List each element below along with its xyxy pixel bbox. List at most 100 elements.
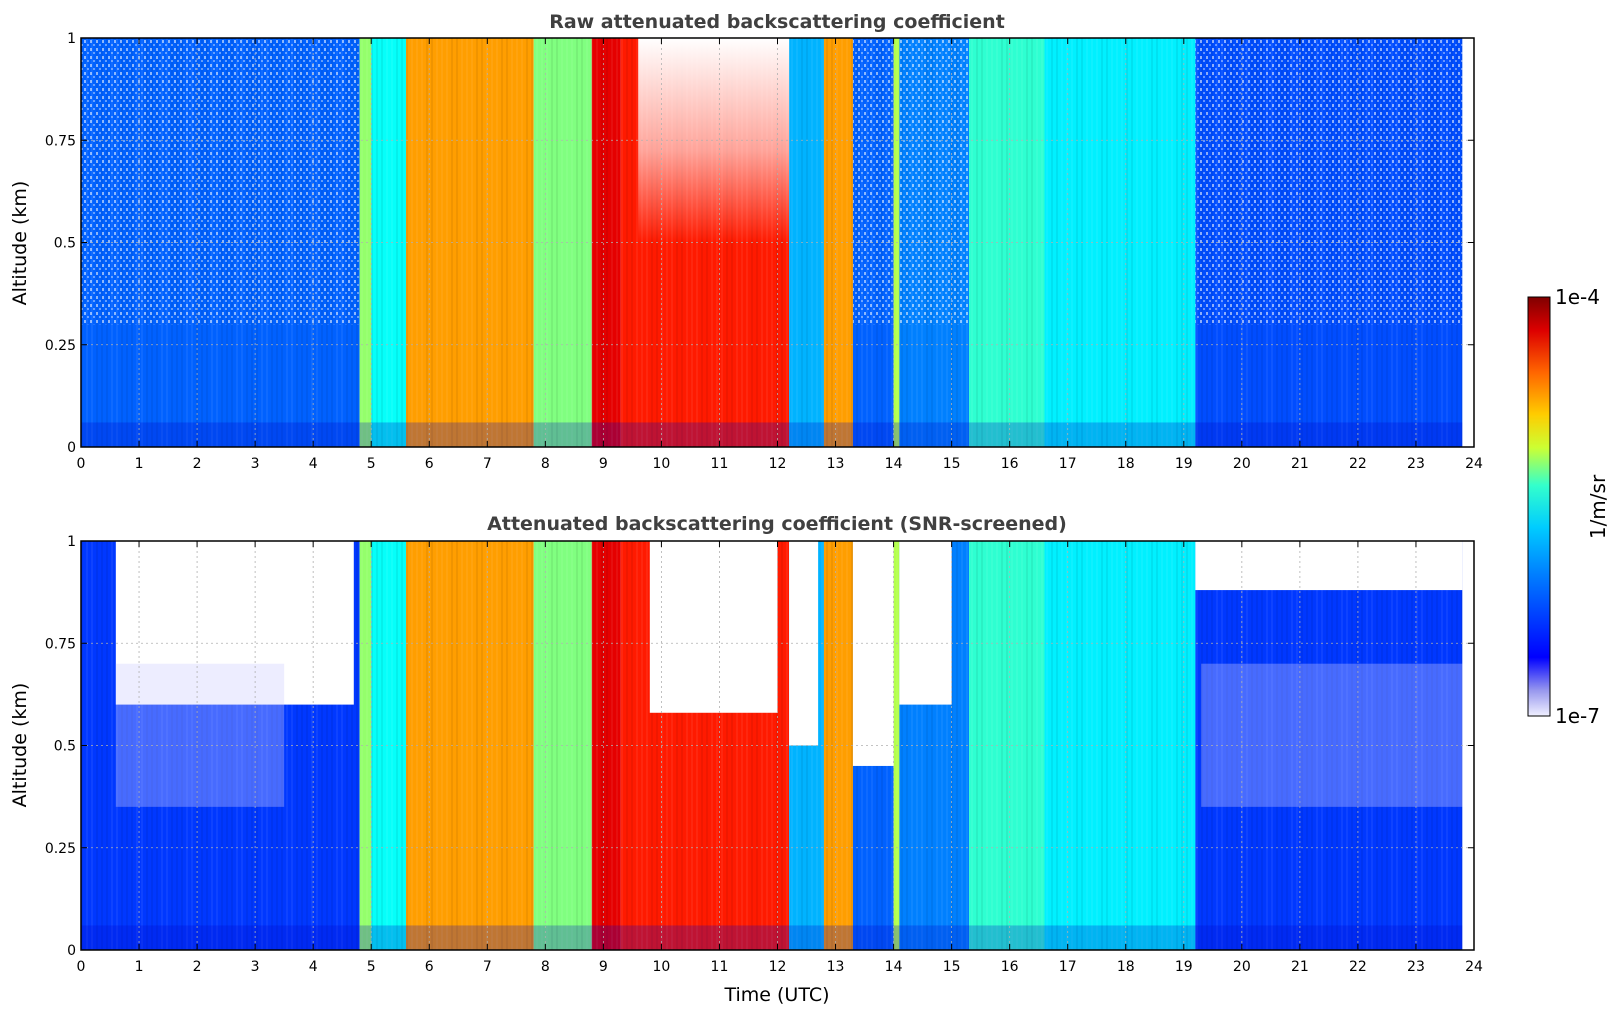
x-tick-label: 0 bbox=[77, 959, 86, 975]
x-tick-label: 15 bbox=[943, 959, 961, 975]
x-tick-label: 18 bbox=[1117, 456, 1135, 472]
y-tick-label: 1 bbox=[67, 534, 76, 550]
noise-region-0 bbox=[81, 38, 360, 325]
x-tick-label: 20 bbox=[1233, 456, 1251, 472]
y-tick-label: 0.25 bbox=[45, 841, 76, 857]
x-tick-label: 22 bbox=[1349, 959, 1367, 975]
heatmap-band-screened-1 bbox=[359, 541, 372, 950]
heatmap-band-screened-8 bbox=[823, 541, 853, 950]
x-tick-label: 22 bbox=[1349, 456, 1367, 472]
screened-region-2 bbox=[789, 541, 819, 746]
ticks-screened: 0 1 2 3 4 5 6 7 8 9 10 11 12 13 14 15 16 17 18 19 20 21 22 23 24… bbox=[45, 534, 1483, 975]
x-tick-label: 21 bbox=[1291, 959, 1309, 975]
x-axis-label: Time (UTC) bbox=[723, 984, 829, 1006]
x-tick-label: 10 bbox=[653, 959, 671, 975]
surface-layer-raw bbox=[81, 422, 1463, 447]
x-tick-label: 11 bbox=[711, 456, 729, 472]
screened-region-0 bbox=[115, 541, 354, 705]
grid-raw bbox=[81, 38, 1474, 447]
noise-region-3 bbox=[1195, 38, 1463, 325]
x-tick-label: 5 bbox=[367, 959, 376, 975]
heatmap-band-raw-13 bbox=[1044, 38, 1196, 447]
noise-region-1 bbox=[852, 38, 894, 325]
x-tick-label: 14 bbox=[885, 959, 903, 975]
panel-screened: Attenuated backscattering coefficient (S… bbox=[9, 513, 1483, 1006]
x-tick-label: 7 bbox=[483, 959, 492, 975]
x-tick-label: 0 bbox=[77, 456, 86, 472]
x-tick-label: 10 bbox=[653, 456, 671, 472]
x-tick-label: 9 bbox=[599, 456, 608, 472]
heatmap-band-raw-8 bbox=[823, 38, 853, 447]
x-tick-label: 3 bbox=[251, 456, 260, 472]
x-tick-label: 4 bbox=[309, 456, 318, 472]
x-tick-label: 4 bbox=[309, 959, 318, 975]
x-tick-label: 2 bbox=[193, 959, 202, 975]
y-tick-label: 0.25 bbox=[45, 338, 76, 354]
x-tick-label: 21 bbox=[1291, 456, 1309, 472]
clear-region bbox=[638, 38, 790, 243]
colorbar-min-label: 1e-7 bbox=[1555, 704, 1600, 728]
heatmap-band-raw-1 bbox=[359, 38, 372, 447]
x-tick-label: 17 bbox=[1059, 959, 1077, 975]
y-tick-label: 1 bbox=[67, 31, 76, 47]
x-tick-label: 3 bbox=[251, 959, 260, 975]
x-tick-label: 18 bbox=[1117, 959, 1135, 975]
x-tick-label: 24 bbox=[1465, 959, 1483, 975]
surface-layer-screened bbox=[81, 925, 1463, 950]
y-tick-label: 0.75 bbox=[45, 636, 76, 652]
heatmap-band-screened-3 bbox=[406, 541, 534, 950]
light-patch-0 bbox=[115, 663, 285, 807]
screened-region-5 bbox=[1195, 541, 1463, 591]
colorbar-scale bbox=[1527, 296, 1551, 717]
x-tick-label: 2 bbox=[193, 456, 202, 472]
screened-region-3 bbox=[852, 541, 894, 766]
x-tick-label: 1 bbox=[135, 959, 144, 975]
x-tick-label: 7 bbox=[483, 456, 492, 472]
x-tick-label: 11 bbox=[711, 959, 729, 975]
x-tick-label: 24 bbox=[1465, 456, 1483, 472]
x-tick-label: 6 bbox=[425, 959, 434, 975]
x-tick-label: 14 bbox=[885, 456, 903, 472]
light-patch-1 bbox=[1201, 663, 1463, 807]
grid-screened bbox=[81, 541, 1474, 950]
x-tick-label: 1 bbox=[135, 456, 144, 472]
x-tick-label: 12 bbox=[769, 959, 787, 975]
y-axis-label-screened: Altitude (km) bbox=[9, 683, 31, 808]
y-tick-label: 0.5 bbox=[54, 739, 76, 755]
x-tick-label: 17 bbox=[1059, 456, 1077, 472]
y-tick-label: 0.75 bbox=[45, 133, 76, 149]
y-tick-label: 0 bbox=[67, 440, 76, 456]
x-tick-label: 16 bbox=[1001, 959, 1019, 975]
x-tick-label: 8 bbox=[541, 456, 550, 472]
x-tick-label: 6 bbox=[425, 456, 434, 472]
x-tick-label: 23 bbox=[1407, 959, 1425, 975]
x-tick-label: 15 bbox=[943, 456, 961, 472]
y-tick-label: 0.5 bbox=[54, 236, 76, 252]
x-tick-label: 8 bbox=[541, 959, 550, 975]
x-tick-label: 20 bbox=[1233, 959, 1251, 975]
heatmap-band-raw-3 bbox=[406, 38, 534, 447]
screened-region-1 bbox=[649, 541, 778, 713]
x-tick-label: 19 bbox=[1175, 959, 1193, 975]
ticks-raw: 0 1 2 3 4 5 6 7 8 9 10 11 12 13 14 15 16 17 18 19 20 21 22 23 24… bbox=[45, 31, 1483, 472]
x-tick-label: 5 bbox=[367, 456, 376, 472]
colorbar: 1e-4 1e-7 1/m/sr bbox=[1527, 285, 1610, 728]
panel-raw: Raw attenuated backscattering coefficien… bbox=[9, 11, 1483, 472]
x-tick-label: 13 bbox=[827, 959, 845, 975]
heatmap-band-screened-13 bbox=[1044, 541, 1196, 950]
x-tick-label: 16 bbox=[1001, 456, 1019, 472]
y-axis-label-raw: Altitude (km) bbox=[9, 181, 31, 306]
screened-region-4 bbox=[899, 541, 952, 705]
chart-title-raw: Raw attenuated backscattering coefficien… bbox=[549, 11, 1005, 33]
colorbar-unit-label: 1/m/sr bbox=[1586, 474, 1610, 539]
x-tick-label: 23 bbox=[1407, 456, 1425, 472]
x-tick-label: 9 bbox=[599, 959, 608, 975]
x-tick-label: 12 bbox=[769, 456, 787, 472]
x-tick-label: 13 bbox=[827, 456, 845, 472]
chart-title-screened: Attenuated backscattering coefficient (S… bbox=[487, 513, 1067, 535]
x-tick-label: 19 bbox=[1175, 456, 1193, 472]
colorbar-max-label: 1e-4 bbox=[1555, 285, 1600, 309]
y-tick-label: 0 bbox=[67, 943, 76, 959]
noise-region-2 bbox=[899, 38, 970, 325]
